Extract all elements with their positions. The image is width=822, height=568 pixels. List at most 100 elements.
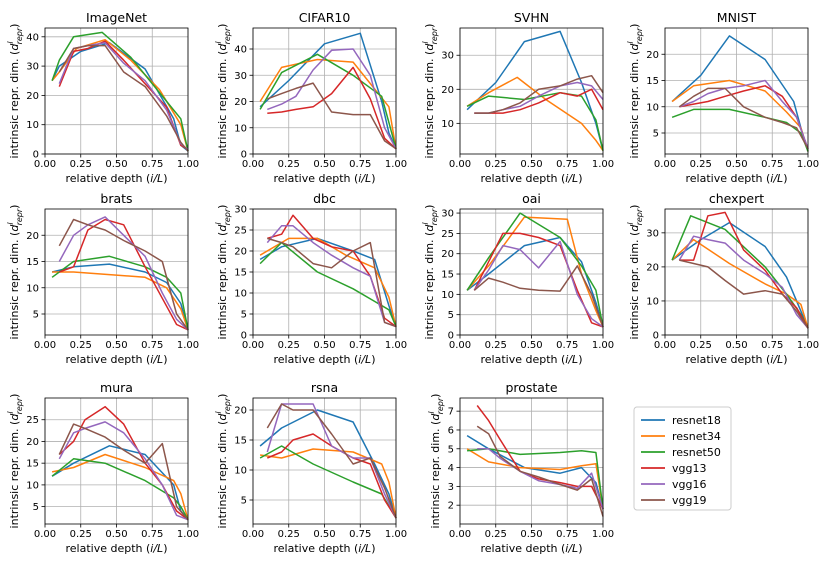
y-tick-label: 30 — [234, 205, 247, 216]
series-line-vgg16 — [473, 240, 604, 328]
y-tick-label: 0 — [653, 331, 659, 342]
y-tick-label: 20 — [26, 437, 39, 448]
x-tick-label: 1.00 — [385, 159, 407, 170]
series-line-vgg19 — [267, 82, 397, 150]
series-line-resnet18 — [466, 30, 604, 151]
series-line-resnet18 — [259, 237, 397, 327]
x-tick-label: 0.50 — [105, 159, 127, 170]
x-tick-label: 1.00 — [385, 529, 407, 540]
subplot-title: prostate — [505, 380, 557, 395]
series-line-resnet34 — [51, 453, 189, 520]
subplot-title: mura — [100, 380, 133, 395]
y-tick-label: 10 — [234, 466, 247, 477]
series-line-resnet50 — [466, 91, 604, 151]
y-axis-label: intrinsic repr. dim. (dlrepr) — [6, 24, 24, 159]
series-line-vgg13 — [267, 66, 397, 150]
series-line-vgg13 — [476, 405, 604, 510]
series-line-vgg19 — [474, 74, 604, 114]
subplot-title: brats — [100, 191, 132, 206]
x-tick-label: 0.50 — [520, 529, 542, 540]
series-line-vgg16 — [477, 448, 604, 510]
series-line-resnet34 — [52, 271, 189, 331]
x-tick-label: 0.50 — [725, 159, 747, 170]
series-line-resnet34 — [259, 58, 397, 149]
x-tick-label: 0.75 — [141, 340, 163, 351]
series-line-vgg16 — [266, 403, 397, 519]
subplot-title: SVHN — [514, 10, 549, 25]
x-tick-label: 0.75 — [556, 529, 578, 540]
y-tick-label: 20 — [234, 97, 247, 108]
x-tick-label: 0.00 — [34, 340, 56, 351]
y-tick-label: 0 — [241, 150, 247, 161]
x-tick-label: 0.50 — [520, 340, 542, 351]
x-tick-label: 1.00 — [177, 340, 199, 351]
axes-frame — [459, 397, 604, 525]
y-axis-label: intrinsic repr. dim. (dlrepr) — [626, 24, 644, 159]
x-tick-label: 0.25 — [278, 159, 300, 170]
subplot-title: dbc — [313, 191, 336, 206]
y-tick-label: 30 — [234, 71, 247, 82]
subplot-brats: 0.00 0.25 0.50 0.75 1.00 5 10 15 20 brats relative… — [6, 191, 199, 366]
x-axis-label: relative depth (i/L) — [686, 353, 788, 366]
y-tick-label: 30 — [646, 228, 659, 239]
y-tick-label: 30 — [441, 209, 454, 220]
series-line-vgg19 — [58, 218, 189, 331]
series-line-vgg16 — [266, 225, 397, 328]
x-tick-label: 0.75 — [761, 159, 783, 170]
series-line-vgg19 — [476, 425, 604, 517]
y-tick-label: 10 — [26, 120, 39, 131]
y-axis-label: intrinsic repr. dim. (dlrepr) — [6, 205, 24, 340]
x-tick-label: 1.00 — [592, 159, 614, 170]
y-tick-label: 20 — [26, 231, 39, 242]
y-tick-label: 10 — [441, 290, 454, 301]
x-tick-label: 0.25 — [690, 159, 712, 170]
series-line-resnet18 — [466, 434, 604, 510]
subplot-chexpert: 0.00 0.25 0.50 0.75 1.00 0 10 20 30 chexpert relat… — [626, 191, 819, 366]
subplot-mnist: 0.00 0.25 0.50 0.75 1.00 5 10 15 20 MNIST relative… — [626, 10, 819, 185]
y-tick-label: 20 — [234, 247, 247, 258]
axes-frame — [459, 208, 604, 336]
x-tick-label: 0.00 — [449, 340, 471, 351]
axes-frame — [252, 27, 397, 155]
y-tick-label: 40 — [26, 32, 39, 43]
x-tick-label: 0.25 — [485, 340, 507, 351]
series-line-vgg13 — [59, 218, 189, 331]
series-line-resnet50 — [466, 212, 604, 328]
x-axis-label: relative depth (i/L) — [274, 172, 376, 185]
x-axis-label: relative depth (i/L) — [481, 542, 583, 555]
y-tick-label: 10 — [234, 289, 247, 300]
x-axis-label: relative depth (i/L) — [274, 353, 376, 366]
y-tick-label: 5 — [241, 496, 247, 507]
legend-label-vgg16: vgg16 — [672, 478, 706, 491]
x-tick-label: 0.50 — [520, 159, 542, 170]
series-line-vgg13 — [679, 211, 809, 329]
x-tick-label: 1.00 — [592, 340, 614, 351]
series-line-resnet50 — [51, 458, 189, 521]
subplot-title: MNIST — [717, 10, 757, 25]
y-axis-label: intrinsic repr. dim. (dlrepr) — [214, 394, 232, 529]
x-tick-label: 1.00 — [797, 159, 819, 170]
y-tick-label: 20 — [234, 406, 247, 417]
series-line-vgg19 — [58, 423, 189, 521]
subplot-cifar10: 0.00 0.25 0.50 0.75 1.00 0 10 20 30 40 CIFAR10 rela… — [214, 10, 407, 185]
y-tick-label: 0 — [448, 331, 454, 342]
x-tick-label: 0.25 — [70, 159, 92, 170]
subplot-rsna: 0.00 0.25 0.50 0.75 1.00 5 10 15 20 rsna relative … — [214, 380, 407, 555]
subplot-dbc: 0.00 0.25 0.50 0.75 1.00 0 5 10 15 20 25 30 dbc relat… — [214, 191, 407, 366]
y-tick-label: 10 — [234, 123, 247, 134]
legend-label-vgg13: vgg13 — [672, 462, 706, 475]
x-axis-label: relative depth (i/L) — [66, 172, 168, 185]
series-line-vgg13 — [474, 88, 604, 114]
x-tick-label: 0.25 — [70, 340, 92, 351]
y-tick-label: 20 — [441, 249, 454, 260]
series-line-resnet18 — [259, 32, 397, 150]
x-tick-label: 0.00 — [242, 159, 264, 170]
y-axis-label: intrinsic repr. dim. (dlrepr) — [427, 394, 445, 529]
y-tick-label: 5 — [448, 310, 454, 321]
y-tick-label: 10 — [26, 480, 39, 491]
x-tick-label: 1.00 — [177, 529, 199, 540]
legend-label-vgg19: vgg19 — [672, 494, 706, 507]
axes-frame — [459, 27, 604, 155]
x-axis-label: relative depth (i/L) — [686, 172, 788, 185]
axes-frame — [44, 397, 189, 525]
